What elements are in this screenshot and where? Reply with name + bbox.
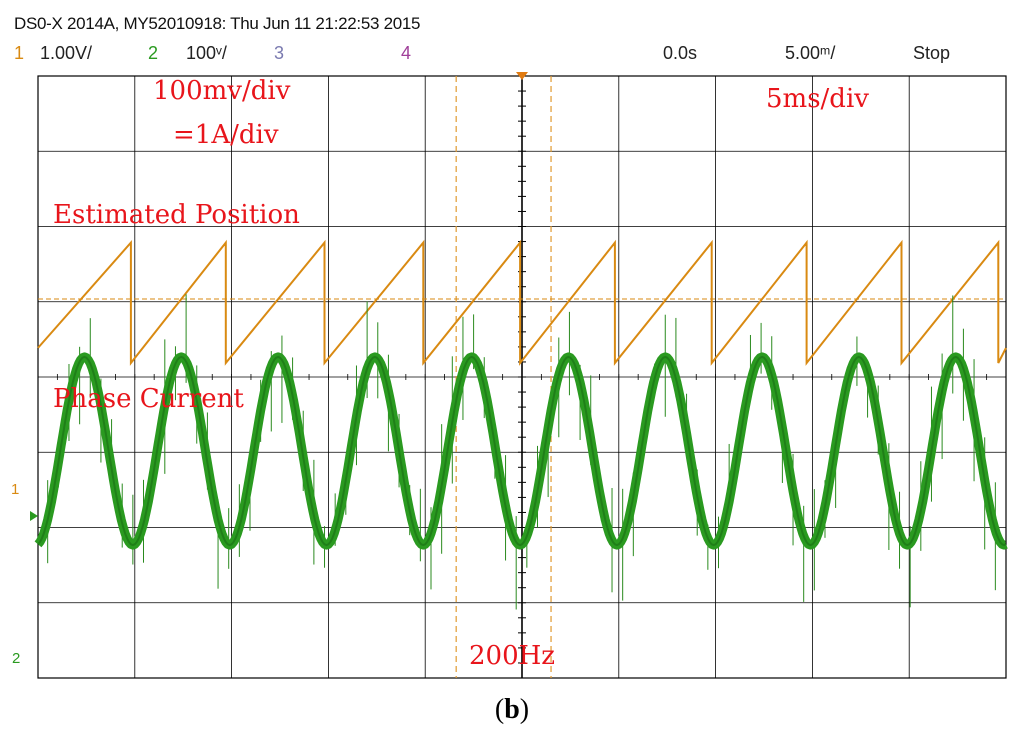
graticule-grid	[37, 75, 1007, 679]
ch2-scale: 100ᵛ/	[186, 43, 227, 63]
time-cursors	[455, 76, 552, 678]
label-phase-current: Phase Current	[53, 384, 244, 414]
annotation-adiv: =1A/div	[173, 120, 279, 150]
annotation-vdiv: 100mv/div	[153, 76, 291, 106]
scope-title: DS0-X 2014A, MY52010918: Thu Jun 11 21:2…	[14, 14, 421, 33]
label-estimated-position: Estimated Position	[53, 200, 300, 230]
ch3-number: 3	[274, 43, 285, 63]
caption-open-paren: (	[494, 694, 505, 725]
caption-letter: b	[504, 694, 520, 725]
ch2-number: 2	[148, 43, 159, 63]
annotation-tdiv: 5ms/div	[766, 84, 869, 114]
figure-caption: (b)	[0, 694, 1024, 726]
scope-header: DS0-X 2014A, MY52010918: Thu Jun 11 21:2…	[0, 0, 1024, 74]
trace-phase-current-core	[37, 355, 1007, 547]
ch1-number: 1	[14, 43, 25, 63]
trace-estimated-position	[37, 239, 1007, 366]
run-state: Stop	[913, 43, 951, 63]
time-scale: 5.00ᵐ/	[785, 43, 836, 63]
ch1-ground-arrow-icon	[30, 511, 38, 521]
caption-close-paren: )	[519, 694, 530, 725]
ch1-scale: 1.00V/	[40, 43, 93, 63]
trigger-marker-icon	[516, 72, 528, 80]
label-frequency: 200Hz	[469, 641, 555, 671]
ch1-ground-marker: 1	[11, 481, 19, 498]
ch4-number: 4	[401, 43, 412, 63]
time-offset: 0.0s	[663, 43, 698, 63]
ch2-ground-marker: 2	[12, 650, 20, 667]
